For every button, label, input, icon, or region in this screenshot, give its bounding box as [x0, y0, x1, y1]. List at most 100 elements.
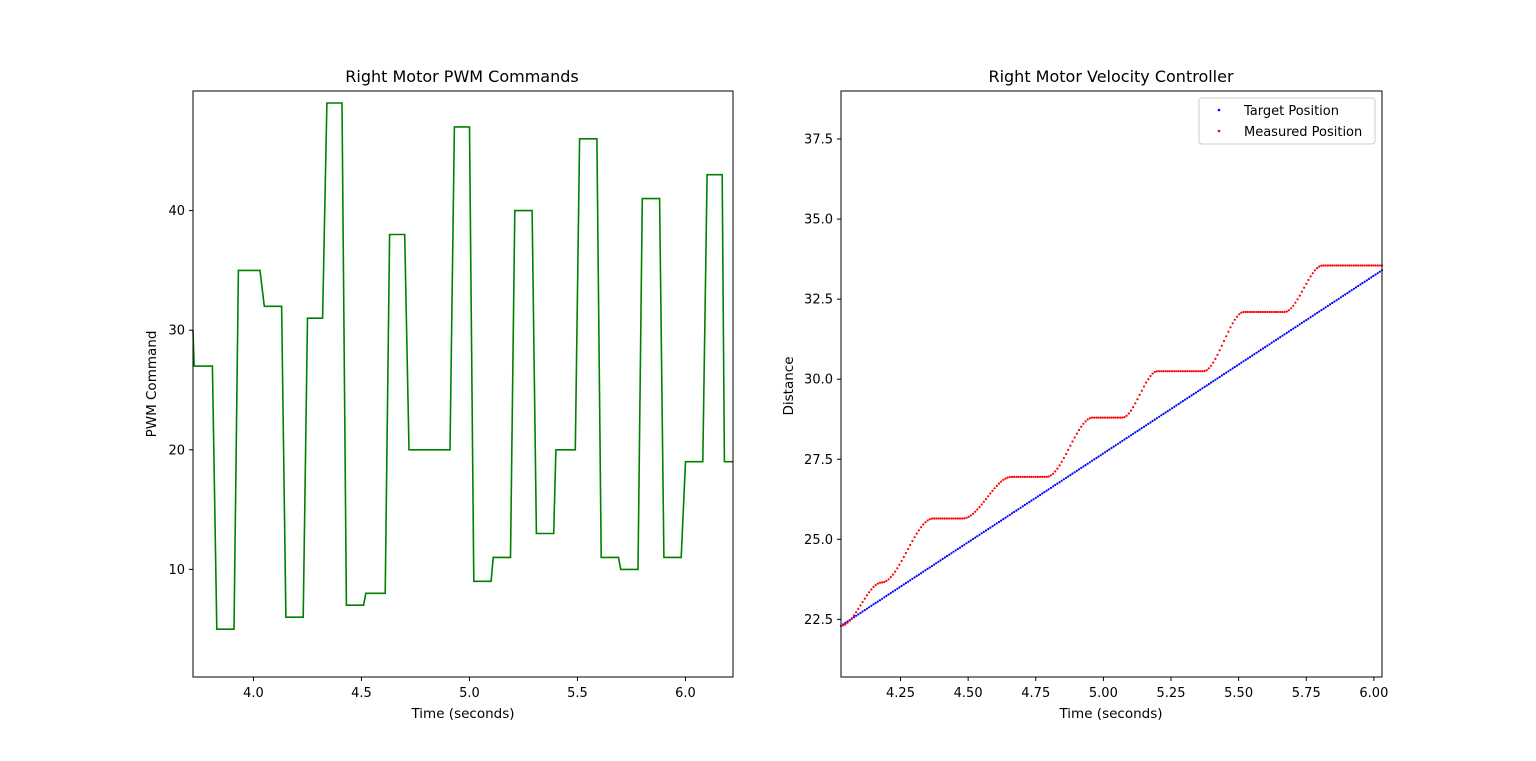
target-point	[868, 606, 871, 609]
target-point	[1331, 301, 1334, 305]
measured-point	[1119, 416, 1122, 419]
measured-point	[1279, 310, 1282, 314]
target-point	[1021, 505, 1024, 508]
target-point	[1028, 501, 1031, 504]
measured-point	[1006, 476, 1009, 479]
velocity-y-tick-label: 37.5	[804, 133, 833, 148]
measured-point	[952, 517, 955, 520]
measured-point	[982, 500, 985, 503]
measured-point	[1361, 264, 1364, 267]
velocity-x-tick-label: 5.00	[1089, 686, 1118, 701]
target-point	[1125, 437, 1128, 440]
measured-point	[855, 611, 858, 614]
target-point	[1145, 424, 1148, 427]
measured-point	[961, 517, 964, 520]
measured-point	[1032, 475, 1035, 478]
measured-point	[1285, 310, 1288, 313]
target-point	[1303, 320, 1306, 323]
target-point	[1043, 491, 1046, 494]
target-point	[1171, 407, 1174, 410]
measured-point	[1266, 310, 1269, 314]
measured-point	[958, 517, 962, 520]
target-point	[1374, 273, 1377, 276]
measured-point	[863, 597, 866, 600]
target-point	[1344, 293, 1347, 296]
measured-point	[891, 573, 895, 576]
target-point	[1086, 462, 1089, 465]
target-point	[1359, 283, 1362, 286]
target-point	[995, 522, 998, 525]
measured-point	[1162, 370, 1165, 373]
measured-point	[1274, 310, 1278, 314]
target-point	[978, 533, 981, 536]
velocity-y-tick-label: 35.0	[804, 213, 833, 228]
target-point	[1277, 337, 1280, 340]
measured-point	[1320, 264, 1323, 267]
measured-point	[872, 585, 875, 589]
target-point	[907, 580, 910, 583]
target-point	[982, 530, 985, 534]
target-point	[1352, 287, 1355, 290]
target-point	[969, 539, 972, 542]
measured-point	[991, 489, 994, 492]
target-point	[937, 560, 940, 563]
measured-point	[1155, 370, 1158, 373]
target-point	[1313, 313, 1316, 316]
target-point	[876, 600, 879, 603]
measured-point	[1179, 370, 1182, 373]
measured-point	[1030, 475, 1033, 478]
target-point	[1136, 429, 1139, 433]
measured-point	[1264, 310, 1267, 314]
measured-point	[1149, 374, 1152, 378]
target-point	[1348, 290, 1351, 293]
target-point	[885, 594, 888, 598]
target-point	[1235, 364, 1239, 367]
velocity-plot-area	[839, 264, 1384, 627]
measured-point	[1313, 269, 1316, 272]
measured-point	[943, 517, 947, 520]
measured-point	[1173, 370, 1176, 373]
measured-point	[1062, 456, 1065, 460]
measured-point	[1233, 318, 1236, 321]
measured-point	[1002, 478, 1005, 481]
target-point	[1318, 310, 1321, 313]
target-point	[917, 573, 921, 576]
measured-point	[1136, 398, 1139, 401]
target-point	[859, 611, 862, 615]
measured-point	[1181, 370, 1184, 373]
target-point	[1294, 326, 1297, 329]
measured-point	[1171, 370, 1174, 373]
target-point	[915, 574, 918, 578]
measured-point	[1277, 310, 1280, 314]
measured-point	[1054, 470, 1057, 473]
target-point	[1305, 319, 1308, 322]
target-point	[1335, 299, 1338, 302]
measured-point	[1112, 416, 1115, 419]
target-point	[924, 569, 927, 572]
measured-point	[917, 529, 921, 532]
pwm-y-axis-label: PWM Command	[144, 331, 160, 438]
measured-point	[1134, 402, 1137, 405]
measured-point	[1106, 416, 1109, 419]
measured-point	[1294, 301, 1297, 304]
target-point	[1119, 441, 1122, 444]
measured-point	[995, 484, 998, 487]
target-point	[878, 599, 882, 602]
measured-point	[1043, 475, 1046, 478]
velocity-x-axis: 4.25 4.50 4.75 5.00 5.25 5.50 5.75 6.00	[886, 677, 1388, 701]
target-point	[1290, 328, 1293, 332]
measured-point	[1231, 322, 1234, 325]
target-point	[1039, 493, 1042, 497]
target-point	[900, 584, 903, 588]
target-point	[1197, 390, 1200, 393]
measured-point	[1199, 370, 1202, 373]
target-point	[1322, 307, 1325, 310]
target-point	[1123, 438, 1126, 441]
target-point	[933, 563, 936, 566]
measured-point	[1244, 310, 1247, 314]
measured-point	[1201, 370, 1204, 373]
measured-point	[848, 619, 851, 622]
measured-point	[1300, 290, 1303, 293]
target-point	[1199, 388, 1202, 391]
measured-point	[963, 517, 966, 520]
